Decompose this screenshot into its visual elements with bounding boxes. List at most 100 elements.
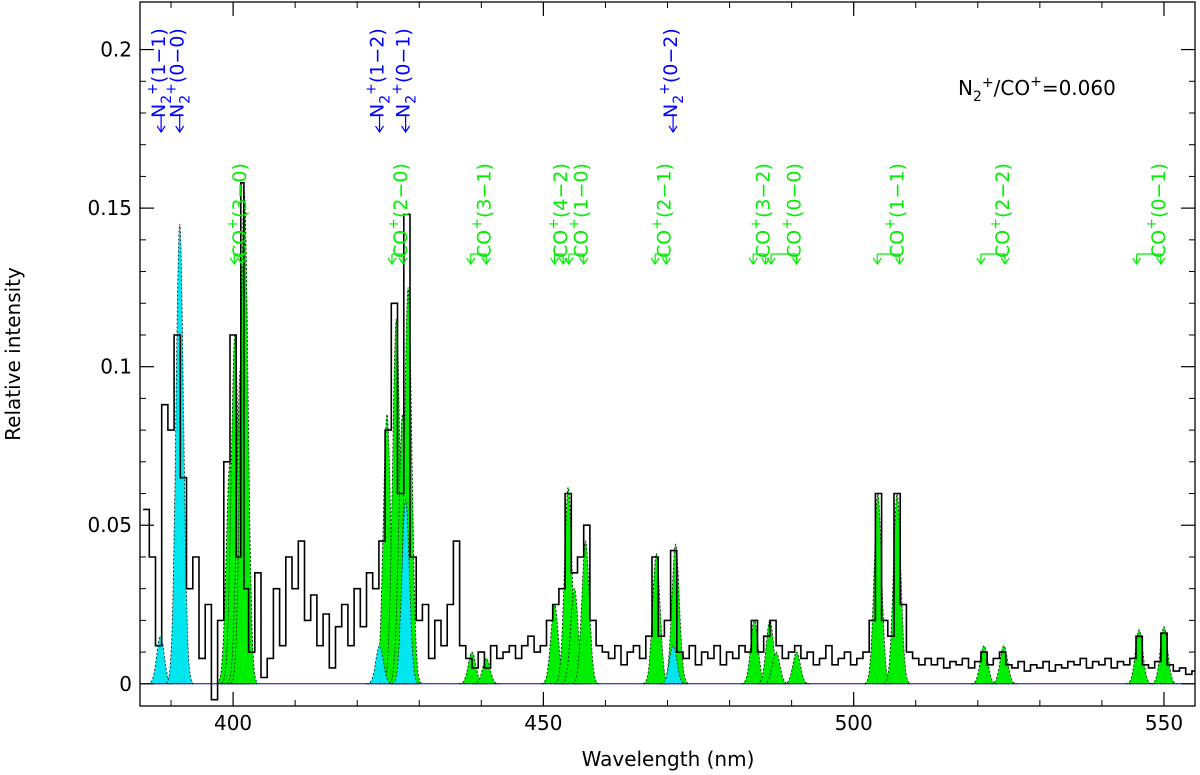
y-tick-label: 0 bbox=[119, 672, 132, 696]
label-band: (4−2) bbox=[550, 163, 572, 218]
plot-body bbox=[140, 182, 1195, 701]
co-plus-model-peak-9 bbox=[472, 657, 500, 685]
co-plus-label: CO+(2−1) bbox=[649, 163, 675, 258]
label-sup: + bbox=[567, 218, 583, 230]
label-sup: + bbox=[749, 218, 765, 230]
arrow-head bbox=[872, 257, 882, 266]
n2-plus-label: N2+(1−1) bbox=[145, 28, 175, 118]
n2-plus-label: N2+(1−2) bbox=[364, 28, 394, 118]
co-plus-label: CO+(3−1) bbox=[469, 163, 495, 258]
label-band: (3−2) bbox=[753, 163, 775, 218]
label-band: (2−2) bbox=[992, 163, 1014, 218]
observed-spectrum bbox=[143, 182, 1195, 701]
arrow-head bbox=[466, 257, 476, 266]
y-tick-label: 0.15 bbox=[87, 196, 132, 220]
label-band: (1−0) bbox=[571, 163, 593, 218]
label-mol: N bbox=[367, 104, 389, 118]
n2-plus-label: N2+(0−0) bbox=[164, 28, 194, 118]
x-tick-label: 550 bbox=[1145, 711, 1183, 735]
label-sup: + bbox=[390, 83, 406, 95]
label-sup: + bbox=[649, 218, 665, 230]
arrow-head bbox=[792, 257, 802, 266]
ratio-value: =0.060 bbox=[1042, 76, 1116, 100]
label-sup: + bbox=[164, 83, 180, 95]
arrow-head bbox=[668, 125, 678, 134]
arrow-head bbox=[481, 257, 491, 266]
arrow-head bbox=[156, 125, 166, 134]
label-mol: CO bbox=[1148, 230, 1170, 258]
label-sup: + bbox=[1144, 218, 1160, 230]
label-sup: + bbox=[469, 218, 485, 230]
label-band: (0−0) bbox=[167, 28, 189, 83]
arrow-head bbox=[398, 257, 408, 266]
arrow-head bbox=[895, 257, 905, 266]
axes: 400 450 500 550 0 0.05 0.1 0.15 0.2 bbox=[87, 2, 1195, 735]
label-band: (1−2) bbox=[367, 28, 389, 83]
co-plus-model-peak-22 bbox=[970, 645, 998, 685]
ratio-co-sup: + bbox=[1030, 74, 1042, 90]
n2-plus-model-peak-3 bbox=[392, 499, 419, 685]
label-band: (1−1) bbox=[887, 163, 909, 218]
ratio-sup: + bbox=[982, 75, 994, 91]
label-mol: CO bbox=[571, 230, 593, 258]
label-mol: N bbox=[660, 104, 682, 118]
co-plus-model-peak-10 bbox=[541, 603, 568, 685]
y-axis-label: Relative intensity bbox=[1, 267, 25, 441]
arrow-head bbox=[1156, 257, 1166, 266]
arrow-head bbox=[175, 125, 185, 134]
label-band: (1−1) bbox=[148, 28, 170, 83]
label-band: (0−0) bbox=[784, 163, 806, 218]
co-plus-model-peak-17 bbox=[756, 619, 784, 685]
n2-plus-model-peak-2 bbox=[366, 645, 393, 685]
co-plus-model-peak-21 bbox=[883, 492, 911, 685]
arrow-head bbox=[237, 257, 247, 266]
label-mol: CO bbox=[229, 230, 251, 258]
arrow-head bbox=[650, 257, 660, 266]
label-mol: N bbox=[393, 104, 415, 118]
co-plus-label: CO+(2−2) bbox=[988, 163, 1014, 258]
ratio-sub: 2 bbox=[973, 89, 982, 105]
co-plus-label: CO+(4−2) bbox=[546, 163, 572, 258]
label-mol: CO bbox=[887, 230, 909, 258]
arrow-head bbox=[564, 257, 574, 266]
arrow-head bbox=[1132, 257, 1142, 266]
arrow-head bbox=[1000, 257, 1010, 266]
arrow-head bbox=[375, 125, 385, 134]
co-plus-model-peak-14 bbox=[642, 553, 670, 685]
label-sub: 2 bbox=[404, 95, 420, 104]
co-plus-label: CO+(1−0) bbox=[567, 163, 593, 258]
label-sup: + bbox=[364, 83, 380, 95]
label-band: (2−0) bbox=[390, 163, 412, 218]
label-sup: + bbox=[386, 218, 402, 230]
arrow-head bbox=[387, 257, 397, 266]
n2-plus-label: N2+(0−2) bbox=[657, 28, 687, 118]
arrow-head bbox=[748, 257, 758, 266]
label-mol: CO bbox=[473, 230, 495, 258]
co-plus-model-peak-24 bbox=[1125, 629, 1153, 685]
ratio-n: N bbox=[958, 76, 973, 100]
co-plus-label: CO+(0−0) bbox=[780, 163, 806, 258]
label-sup: + bbox=[145, 83, 161, 95]
co-plus-model-peak-25 bbox=[1150, 626, 1178, 685]
label-mol: CO bbox=[992, 230, 1014, 258]
arrow-head bbox=[229, 257, 239, 266]
label-sup: + bbox=[657, 83, 673, 95]
ratio-annotation: N2+/CO+=0.060 bbox=[958, 74, 1116, 105]
co-plus-model-peak-19 bbox=[783, 651, 810, 685]
n2-plus-label: N2+(0−1) bbox=[390, 28, 420, 118]
y-tick-label: 0.05 bbox=[87, 513, 132, 537]
co-plus-model-peak-20 bbox=[864, 492, 892, 685]
co-plus-model-peak-18 bbox=[762, 651, 790, 685]
arrow-head bbox=[550, 257, 560, 266]
y-tick-label: 0.2 bbox=[100, 38, 132, 62]
label-band: (0−1) bbox=[1148, 163, 1170, 218]
label-sub: 2 bbox=[178, 95, 194, 104]
arrow-head bbox=[766, 257, 776, 266]
co-plus-label: CO+(2−0) bbox=[386, 163, 412, 258]
x-tick-label: 400 bbox=[214, 711, 252, 735]
ratio-co: /CO bbox=[994, 76, 1030, 100]
line-labels: N2+(1−1)N2+(0−0)N2+(1−2)N2+(0−1)N2+(0−2)… bbox=[145, 28, 1170, 266]
label-band: (2−1) bbox=[653, 163, 675, 218]
co-plus-model-peak-16 bbox=[740, 619, 768, 685]
